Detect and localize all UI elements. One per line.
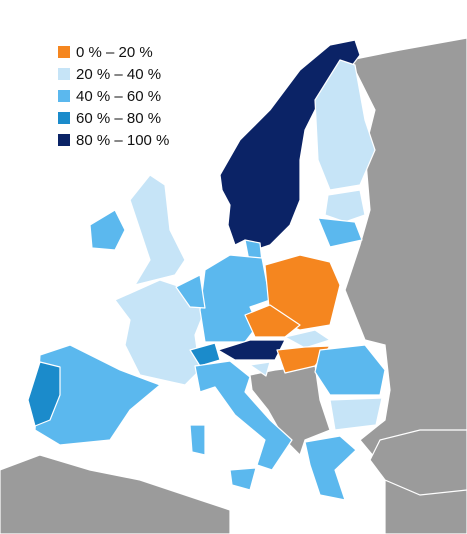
legend-swatch <box>58 46 70 58</box>
portugal <box>27 361 61 427</box>
background-land <box>0 37 467 534</box>
greece <box>304 435 357 501</box>
bulgaria <box>329 397 383 431</box>
sicily <box>229 467 257 491</box>
legend-label: 80 % – 100 % <box>76 132 169 149</box>
slovenia <box>249 361 271 377</box>
east-land <box>344 37 467 534</box>
romania <box>314 344 386 396</box>
legend-swatch <box>58 90 70 102</box>
sardinia <box>189 424 206 456</box>
legend-swatch <box>58 112 70 124</box>
ireland <box>89 209 126 251</box>
lithuania <box>317 217 363 248</box>
spain <box>34 344 161 446</box>
legend-swatch <box>58 134 70 146</box>
finland <box>314 59 376 191</box>
slovakia <box>284 329 331 349</box>
legend-label: 60 % – 80 % <box>76 110 161 127</box>
legend-label: 40 % – 60 % <box>76 88 161 105</box>
austria <box>217 339 286 361</box>
legend-swatch <box>58 68 70 80</box>
legend-label: 0 % – 20 % <box>76 44 153 61</box>
legend-label: 20 % – 40 % <box>76 66 161 83</box>
united-kingdom <box>129 174 186 286</box>
legend: 0 % – 20 % 20 % – 40 % 40 % – 60 % 60 % – 8… <box>58 44 169 149</box>
czechia <box>244 304 301 338</box>
benelux <box>175 274 206 309</box>
north-africa <box>0 454 231 534</box>
turkey <box>369 429 467 496</box>
italy <box>194 360 293 471</box>
baltics <box>324 189 366 223</box>
switzerland <box>189 342 221 367</box>
countries <box>27 39 386 501</box>
